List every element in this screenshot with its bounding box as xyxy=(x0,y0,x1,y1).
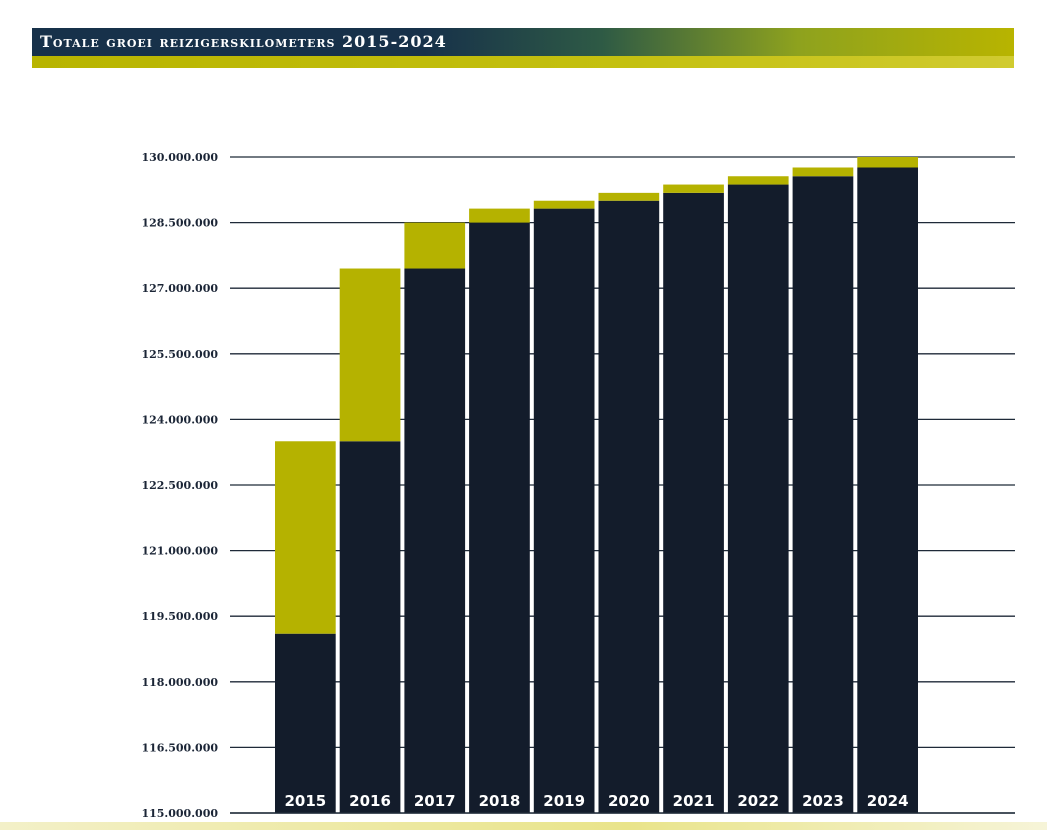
label-separator-2 xyxy=(400,785,404,813)
label-separator-5 xyxy=(595,785,598,813)
x-tick-label-2023: 2023 xyxy=(802,792,844,810)
x-tick-label-2016: 2016 xyxy=(349,792,391,810)
title-bar-light xyxy=(32,56,1014,68)
x-tick-label-2022: 2022 xyxy=(737,792,779,810)
y-tick-label-2: 118.000.000 xyxy=(141,676,218,689)
label-separator-3 xyxy=(465,785,469,813)
bar-growth-2017 xyxy=(404,222,466,269)
label-separator-6 xyxy=(659,785,663,813)
bar-base-2016 xyxy=(339,441,401,813)
bar-growth-2019 xyxy=(533,200,595,209)
y-tick-label-10: 130.000.000 xyxy=(141,151,218,164)
bar-growth-2018 xyxy=(469,208,530,223)
label-separator-4 xyxy=(530,785,534,813)
y-tick-label-8: 127.000.000 xyxy=(141,282,218,295)
y-tick-label-1: 116.500.000 xyxy=(141,741,218,754)
y-tick-label-6: 124.000.000 xyxy=(141,413,218,426)
x-tick-label-2017: 2017 xyxy=(414,792,456,810)
bar-base-2020 xyxy=(598,200,660,813)
x-tick-label-2024: 2024 xyxy=(867,792,909,810)
y-tick-label-9: 128.500.000 xyxy=(141,217,218,230)
title-banner: Totale groei reizigerskilometers 2015-20… xyxy=(32,28,1014,70)
label-separator-8 xyxy=(789,785,793,813)
y-tick-label-3: 119.500.000 xyxy=(141,610,218,623)
x-tick-label-2021: 2021 xyxy=(673,792,715,810)
bar-base-2024 xyxy=(857,167,918,814)
x-tick-label-2015: 2015 xyxy=(284,792,326,810)
bar-growth-2021 xyxy=(663,184,724,193)
bar-growth-2022 xyxy=(727,176,789,185)
bars: 2015 2016 2017 2018 2019 2020 2021 2022 2023 2024 xyxy=(275,157,918,814)
y-tick-label-7: 125.500.000 xyxy=(141,348,218,361)
x-tick-label-2020: 2020 xyxy=(608,792,650,810)
y-tick-label-0: 115.000.000 xyxy=(141,807,218,820)
label-separator-7 xyxy=(724,785,728,813)
bar-base-2015 xyxy=(275,633,336,813)
bar-growth-2023 xyxy=(792,167,854,177)
bar-base-2022 xyxy=(727,184,789,813)
bar-growth-2020 xyxy=(598,192,660,201)
label-separator-9 xyxy=(853,785,857,813)
bar-growth-2015 xyxy=(275,441,336,634)
x-tick-label-2019: 2019 xyxy=(543,792,585,810)
bar-base-2023 xyxy=(792,176,854,813)
bar-base-2017 xyxy=(404,268,466,813)
title-bar-dark xyxy=(32,28,1014,56)
x-tick-label-2018: 2018 xyxy=(479,792,521,810)
chart-title: Totale groei reizigerskilometers 2015-20… xyxy=(40,32,447,51)
bar-base-2019 xyxy=(533,208,595,813)
bar-growth-2024 xyxy=(857,157,918,168)
bar-growth-2016 xyxy=(339,268,401,442)
y-tick-label-5: 122.500.000 xyxy=(141,479,218,492)
y-tick-labels: 115.000.000 116.500.000 118.000.000 119.500… xyxy=(141,151,218,820)
y-tick-label-4: 121.000.000 xyxy=(141,545,218,558)
label-separator-1 xyxy=(336,785,340,813)
bottom-strip xyxy=(0,822,1047,830)
bar-base-2018 xyxy=(469,222,530,814)
bar-base-2021 xyxy=(663,192,724,813)
